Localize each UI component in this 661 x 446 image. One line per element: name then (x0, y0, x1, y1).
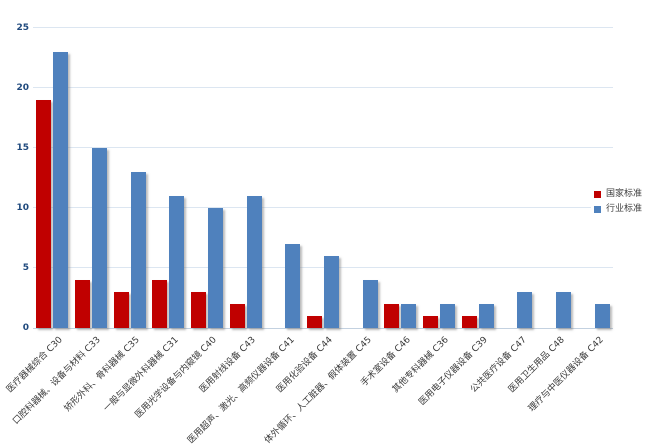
gridline-15 (33, 147, 613, 148)
gridline-25 (33, 27, 613, 28)
bar-industry-C36 (439, 304, 455, 328)
bar-group-C48 (536, 28, 575, 328)
x-label-C33: 口腔科器械、设备与材料 C33 (11, 335, 104, 427)
legend-item-national: 国家标准 (594, 187, 642, 202)
bar-industry-C39 (478, 304, 494, 328)
legend-swatch-industry-icon (594, 206, 601, 213)
bar-group-C31 (149, 28, 188, 328)
bar-group-C45 (342, 28, 381, 328)
bar-group-C35 (110, 28, 149, 328)
x-label-C45: 体外循环、人工脏器、假体装置 C45 (263, 335, 374, 446)
y-tick-label-15: 15 (16, 143, 29, 153)
bar-industry-C44 (323, 256, 339, 328)
bar-industry-C33 (91, 148, 107, 328)
gridline-10 (33, 207, 613, 208)
bar-national-C30 (36, 100, 52, 328)
legend-item-industry: 行业标准 (594, 202, 642, 217)
x-label-C42: 理疗与中医仪器设备 C42 (526, 335, 606, 415)
legend: 国家标准 行业标准 (591, 186, 646, 218)
plot-area (33, 27, 613, 329)
bar-industry-C42 (594, 304, 610, 328)
x-label-C36: 其他专科器械 C36 (391, 335, 452, 395)
bar-group-C39 (458, 28, 497, 328)
x-label-C48: 医用卫生用品 C48 (507, 335, 568, 395)
bar-group-C41 (265, 28, 304, 328)
bar-national-C39 (461, 316, 477, 328)
bar-national-C36 (422, 316, 438, 328)
y-axis: 0 5 10 15 20 25 (0, 23, 29, 333)
bar-industry-C40 (207, 208, 223, 328)
bar-national-C31 (152, 280, 168, 328)
bar-national-C33 (74, 280, 90, 328)
bar-group-C42 (574, 28, 613, 328)
y-tick-label-5: 5 (22, 263, 29, 273)
gridline-20 (33, 87, 613, 88)
x-label-C35: 矫形外科、骨科器械 C35 (62, 335, 142, 415)
legend-swatch-national-icon (594, 191, 601, 198)
bar-industry-C45 (362, 280, 378, 328)
bar-group-C33 (72, 28, 111, 328)
x-label-C31: 一般与显微外科器械 C31 (101, 335, 181, 415)
bar-industry-C35 (130, 172, 146, 328)
y-tick-label-10: 10 (16, 203, 29, 213)
x-label-C44: 医用化验设备 C44 (275, 335, 336, 395)
y-tick-label-20: 20 (16, 83, 29, 93)
y-tick-label-0: 0 (22, 323, 29, 333)
bar-industry-C31 (169, 196, 185, 328)
x-label-C39: 医用电子仪器设备 C39 (417, 335, 490, 408)
x-label-C47: 公共医疗设备 C47 (468, 335, 529, 395)
bar-group-C44 (304, 28, 343, 328)
bar-industry-C43 (246, 196, 262, 328)
x-label-C30: 医疗器械综合 C30 (4, 335, 65, 395)
gridline-5 (33, 267, 613, 268)
bar-group-C47 (497, 28, 536, 328)
bar-group-C30 (33, 28, 72, 328)
bar-group-C40 (188, 28, 227, 328)
bar-industry-C41 (285, 244, 301, 328)
bar-industry-C47 (517, 292, 533, 328)
bar-national-C40 (190, 292, 206, 328)
legend-label-industry: 行业标准 (606, 204, 643, 214)
bar-national-C44 (306, 316, 322, 328)
bar-group-C43 (226, 28, 265, 328)
x-label-C40: 医用光学设备与内窥镜 C40 (133, 335, 220, 421)
bar-industry-C30 (53, 52, 69, 328)
bar-national-C46 (384, 304, 400, 328)
bar-national-C35 (113, 292, 129, 328)
bar-national-C43 (229, 304, 245, 328)
bar-industry-C46 (401, 304, 417, 328)
y-tick-label-25: 25 (16, 23, 29, 33)
x-label-C46: 手术室设备 C46 (359, 335, 413, 389)
x-label-C41: 医用超声、激光、高频仪器设备 C41 (185, 335, 297, 446)
legend-label-national: 国家标准 (606, 189, 643, 199)
bar-industry-C48 (555, 292, 571, 328)
bar-group-C36 (420, 28, 459, 328)
bar-group-C46 (381, 28, 420, 328)
x-label-C43: 医用射线设备 C43 (198, 335, 258, 395)
